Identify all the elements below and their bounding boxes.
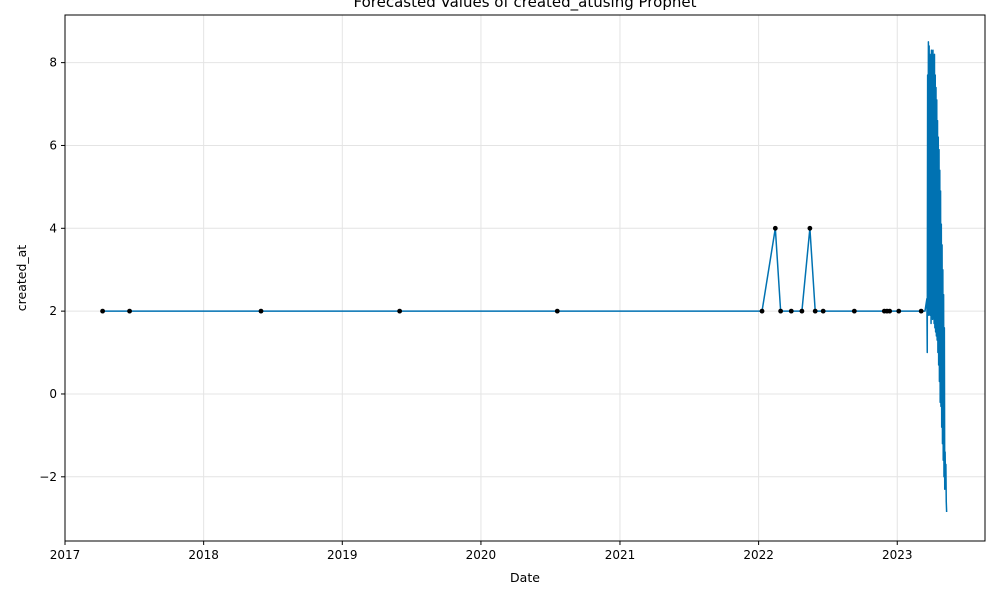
observed-point [896, 308, 902, 314]
observed-point [772, 225, 778, 231]
tick-layer: 2017 2018 2019 2020 2021 2022 2023 −2 0 2 4 6 8 [39, 56, 912, 562]
y-tick-label: 8 [49, 56, 57, 70]
observed-point [918, 308, 924, 314]
x-tick-label: 2020 [466, 548, 497, 562]
observed-point [100, 308, 106, 314]
observed-point [554, 308, 560, 314]
y-tick-label: −2 [39, 470, 57, 484]
x-tick-label: 2022 [743, 548, 774, 562]
x-tick-label: 2018 [188, 548, 219, 562]
y-tick-label: 2 [49, 304, 57, 318]
observed-point [851, 308, 857, 314]
x-tick-label: 2017 [50, 548, 81, 562]
x-tick-label: 2019 [327, 548, 358, 562]
chart-title: Forecasted Values of created_atusing Pro… [354, 0, 697, 12]
observed-point [887, 308, 893, 314]
observed-point [799, 308, 805, 314]
y-tick-label: 4 [49, 221, 57, 235]
forecast-line [102, 41, 948, 513]
y-tick-label: 6 [49, 138, 57, 152]
x-axis-label: Date [510, 570, 540, 585]
observed-point [820, 308, 826, 314]
observed-point [807, 225, 813, 231]
x-tick-label: 2023 [882, 548, 913, 562]
observed-point [812, 308, 818, 314]
observed-point [778, 308, 784, 314]
y-axis-label: created_at [14, 245, 29, 312]
observed-point [258, 308, 264, 314]
x-tick-label: 2021 [605, 548, 636, 562]
y-tick-label: 0 [49, 387, 57, 401]
observed-point [127, 308, 132, 314]
plot-frame [64, 14, 986, 542]
series-layer [100, 41, 948, 513]
observed-point [788, 308, 794, 314]
observed-point [397, 308, 403, 314]
observed-point [759, 308, 765, 314]
